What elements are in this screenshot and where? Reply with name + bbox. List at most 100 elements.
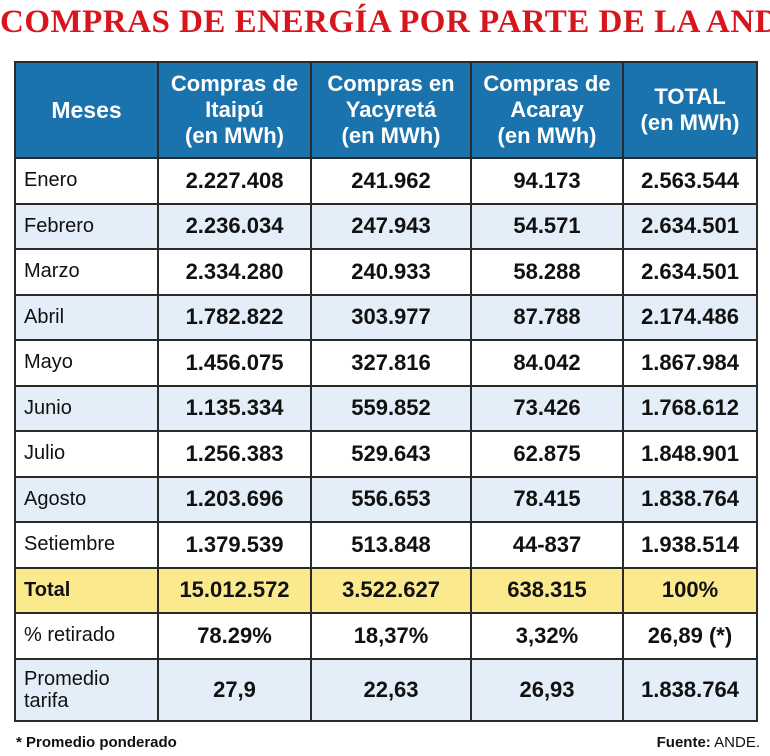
table-cell: 1.203.696: [157, 475, 312, 523]
table-cell: 303.977: [310, 293, 472, 341]
table-cell: 84.042: [470, 339, 624, 387]
row-label: Total: [14, 566, 159, 614]
table-cell: 26,93: [470, 657, 624, 722]
source-credit: Fuente: ANDE.: [657, 734, 760, 751]
table-cell: 87.788: [470, 293, 624, 341]
row-label: Marzo: [14, 248, 159, 296]
table-cell: 54.571: [470, 202, 624, 250]
table-cell: 78.415: [470, 475, 624, 523]
table-cell: 22,63: [310, 657, 472, 722]
table-cell: 1.379.539: [157, 521, 312, 569]
row-label: Febrero: [14, 202, 159, 250]
table-cell: 1.938.514: [622, 521, 758, 569]
table-cell: 1.135.334: [157, 384, 312, 432]
row-label-line: Agosto: [24, 487, 87, 510]
table-cell: 44-837: [470, 521, 624, 569]
table-cell: 1.867.984: [622, 339, 758, 387]
column-header: Compras en Yacyretá (en MWh): [310, 61, 472, 159]
row-label-line: Junio: [24, 396, 72, 419]
row-label: % retirado: [14, 612, 159, 660]
column-header-line: Yacyretá: [345, 97, 437, 122]
row-label: Julio: [14, 430, 159, 478]
column-header-line: (en MWh): [640, 110, 740, 135]
table-cell: 2.227.408: [157, 157, 312, 205]
table-row: Marzo 2.334.280 240.933 58.288 2.634.501: [14, 248, 758, 296]
row-label-line: Promedio: [24, 667, 110, 690]
table-row: Mayo 1.456.075 327.816 84.042 1.867.984: [14, 339, 758, 387]
row-label: Promedio tarifa: [14, 657, 159, 722]
table-cell: 529.643: [310, 430, 472, 478]
energy-purchases-table: Meses Compras de Itaipú (en MWh) Compras en Y…: [14, 61, 758, 722]
table-cell: 559.852: [310, 384, 472, 432]
column-header-line: (en MWh): [341, 123, 441, 148]
row-label: Junio: [14, 384, 159, 432]
table-row: Enero 2.227.408 241.962 94.173 2.563.544: [14, 157, 758, 205]
table-row: Promedio tarifa 27,9 22,63 26,93 1.838.764: [14, 657, 758, 722]
column-header-line: Acaray: [510, 97, 584, 122]
row-label-line: Abril: [24, 305, 65, 328]
table-cell: 73.426: [470, 384, 624, 432]
table-cell: 27,9: [157, 657, 312, 722]
row-label-line: Total: [24, 578, 71, 601]
table-cell: 1.838.764: [622, 657, 758, 722]
row-label-line: Febrero: [24, 214, 95, 237]
table-cell: 240.933: [310, 248, 472, 296]
table-cell: 241.962: [310, 157, 472, 205]
table-row: Abril 1.782.822 303.977 87.788 2.174.486: [14, 293, 758, 341]
table-cell: 94.173: [470, 157, 624, 205]
footnote: * Promedio ponderado: [16, 734, 177, 751]
table-cell: 247.943: [310, 202, 472, 250]
column-header-line: TOTAL: [654, 84, 726, 109]
table-cell: 3,32%: [470, 612, 624, 660]
table-cell: 2.334.280: [157, 248, 312, 296]
table-cell: 62.875: [470, 430, 624, 478]
table-cell: 78.29%: [157, 612, 312, 660]
table-row: Agosto 1.203.696 556.653 78.415 1.838.764: [14, 475, 758, 523]
row-label-line: Julio: [24, 442, 66, 465]
table-cell: 556.653: [310, 475, 472, 523]
table-cell: 15.012.572: [157, 566, 312, 614]
table-cell: 58.288: [470, 248, 624, 296]
table-cell: 100%: [622, 566, 758, 614]
row-label-line: Mayo: [24, 351, 73, 374]
source-label: Fuente:: [656, 734, 711, 751]
table-cell: 638.315: [470, 566, 624, 614]
row-label-line: % retirado: [24, 624, 116, 647]
row-label-line: Marzo: [24, 260, 80, 283]
table-cell: 1.256.383: [157, 430, 312, 478]
table-cell: 26,89 (*): [622, 612, 758, 660]
column-header-line: (en MWh): [185, 123, 284, 148]
column-header-line: Compras de: [483, 71, 611, 96]
table-row: Setiembre 1.379.539 513.848 44-837 1.938.514: [14, 521, 758, 569]
table-row: Febrero 2.236.034 247.943 54.571 2.634.501: [14, 202, 758, 250]
table-cell: 2.634.501: [622, 202, 758, 250]
table-row: % retirado 78.29% 18,37% 3,32% 26,89 (*): [14, 612, 758, 660]
source-value: ANDE.: [714, 734, 760, 751]
row-label-line: tarifa: [24, 689, 69, 712]
column-header: Meses: [14, 61, 159, 159]
table-body: Enero 2.227.408 241.962 94.173 2.563.544 Febr…: [14, 157, 758, 722]
row-label: Agosto: [14, 475, 159, 523]
column-header: Compras de Itaipú (en MWh): [157, 61, 312, 159]
row-label-line: Setiembre: [24, 533, 116, 556]
row-label-line: Enero: [24, 169, 78, 192]
table-header-row: Meses Compras de Itaipú (en MWh) Compras en Y…: [14, 61, 758, 159]
column-header-line: Itaipú: [205, 97, 264, 122]
table-cell: 2.634.501: [622, 248, 758, 296]
column-header: TOTAL (en MWh): [622, 61, 758, 159]
row-label: Enero: [14, 157, 159, 205]
table-cell: 3.522.627: [310, 566, 472, 614]
table-cell: 1.768.612: [622, 384, 758, 432]
column-header-line: Compras en: [327, 71, 455, 96]
table-cell: 2.236.034: [157, 202, 312, 250]
table-cell: 327.816: [310, 339, 472, 387]
table-cell: 513.848: [310, 521, 472, 569]
row-label: Mayo: [14, 339, 159, 387]
table-cell: 1.838.764: [622, 475, 758, 523]
column-header: Compras de Acaray (en MWh): [470, 61, 624, 159]
table-cell: 2.174.486: [622, 293, 758, 341]
table-cell: 1.848.901: [622, 430, 758, 478]
row-label: Abril: [14, 293, 159, 341]
table-row: Total 15.012.572 3.522.627 638.315 100%: [14, 566, 758, 614]
column-header-line: (en MWh): [497, 123, 597, 148]
